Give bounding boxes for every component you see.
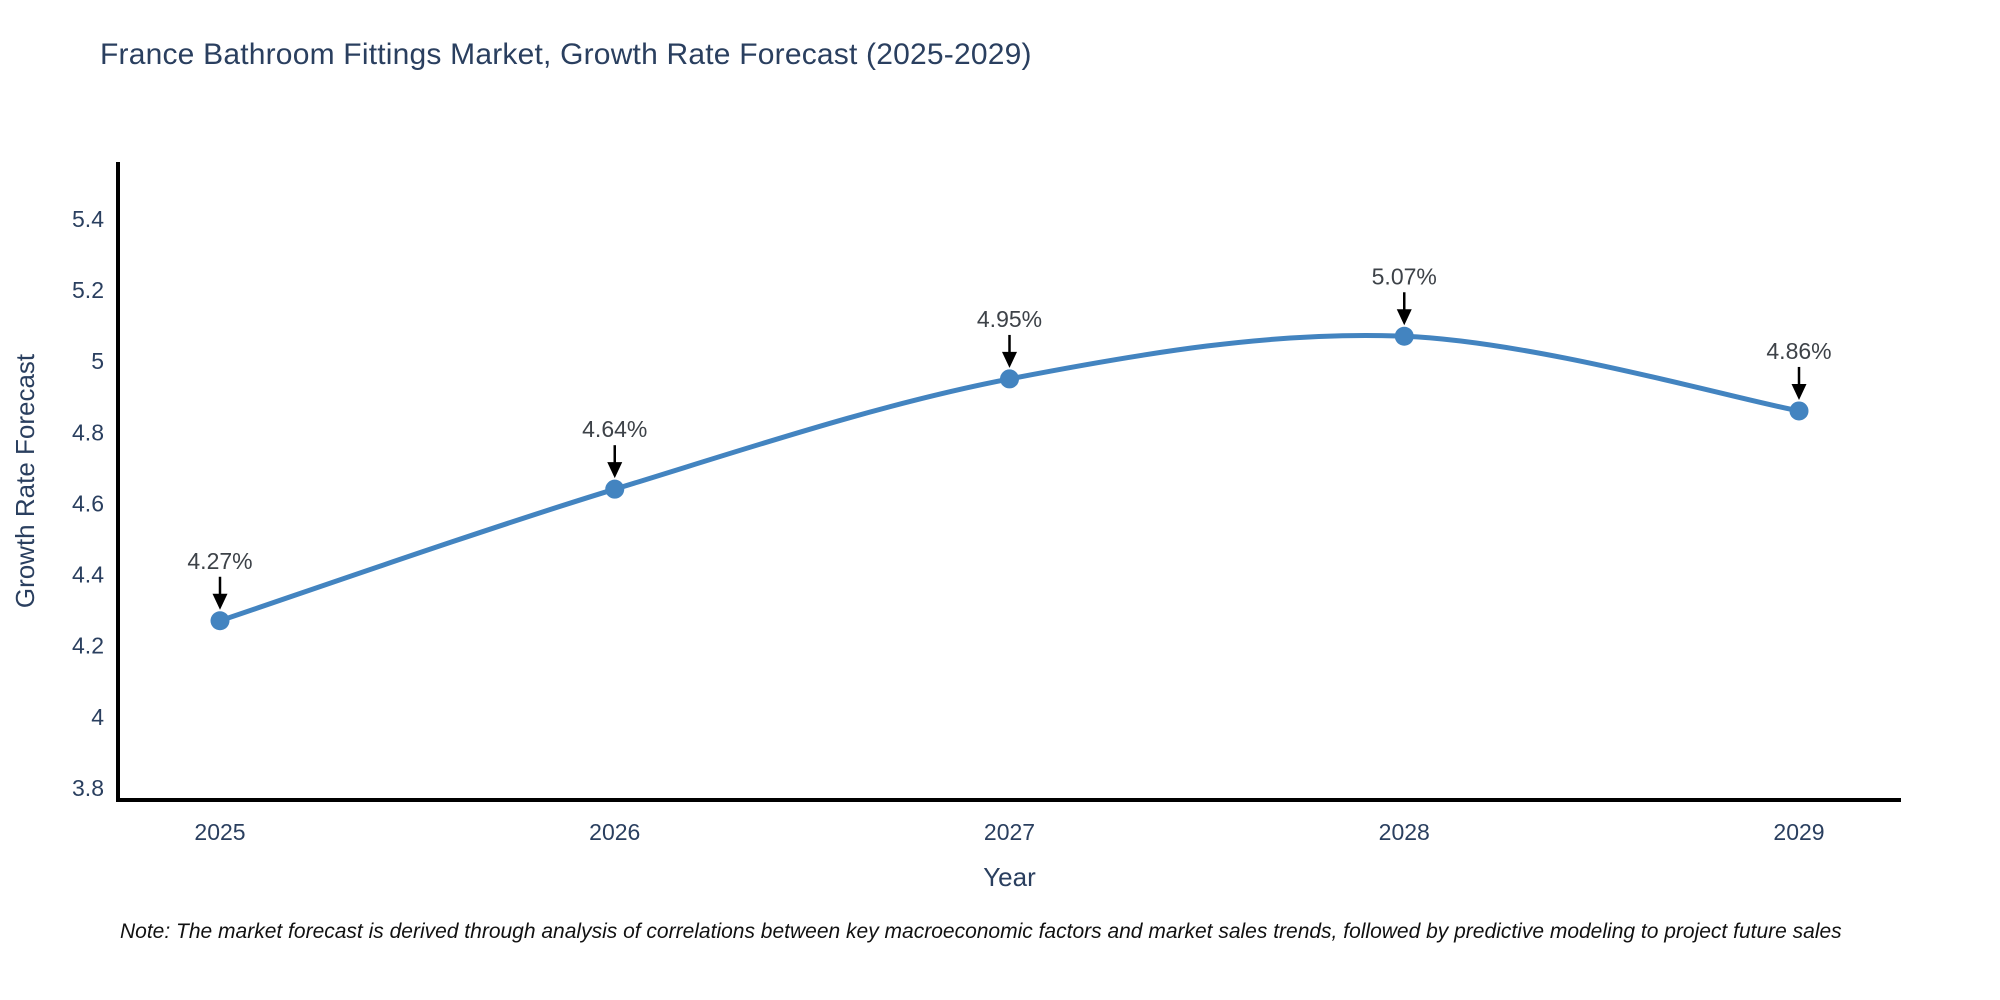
data-point-label: 4.27% xyxy=(187,548,252,574)
y-tick-label: 4.4 xyxy=(72,562,104,588)
x-tick-label: 2025 xyxy=(194,819,245,845)
footnote: Note: The market forecast is derived thr… xyxy=(120,920,1842,943)
data-point-marker xyxy=(1394,326,1414,346)
y-tick-label: 3.8 xyxy=(72,775,104,801)
y-tick-label: 4.6 xyxy=(72,490,104,516)
annotation-arrowhead xyxy=(212,593,228,610)
y-axis-title: Growth Rate Forecast xyxy=(10,353,40,608)
annotation-arrowhead xyxy=(1791,383,1807,400)
y-tick-label: 5.4 xyxy=(72,206,104,232)
y-tick-label: 4 xyxy=(91,704,104,730)
y-tick-label: 5 xyxy=(91,348,104,374)
x-tick-label: 2026 xyxy=(589,819,640,845)
data-point-marker xyxy=(605,479,625,499)
data-point-marker xyxy=(210,611,230,631)
data-point-marker xyxy=(1789,401,1809,421)
annotation-arrowhead xyxy=(1396,309,1412,326)
x-tick-label: 2028 xyxy=(1379,819,1430,845)
y-tick-label: 4.2 xyxy=(72,633,104,659)
data-point-label: 5.07% xyxy=(1372,263,1437,289)
data-point-label: 4.64% xyxy=(582,416,647,442)
data-point-label: 4.86% xyxy=(1766,338,1831,364)
x-tick-label: 2029 xyxy=(1773,819,1824,845)
data-point-label: 4.95% xyxy=(977,306,1042,332)
y-tick-label: 5.2 xyxy=(72,277,104,303)
y-tick-label: 4.8 xyxy=(72,419,104,445)
chart-title: France Bathroom Fittings Market, Growth … xyxy=(100,38,1032,71)
annotation-arrowhead xyxy=(607,462,623,479)
annotation-arrowhead xyxy=(1002,351,1017,368)
x-axis-title: Year xyxy=(983,862,1036,892)
x-tick-label: 2027 xyxy=(984,819,1035,845)
data-point-marker xyxy=(1000,369,1019,389)
